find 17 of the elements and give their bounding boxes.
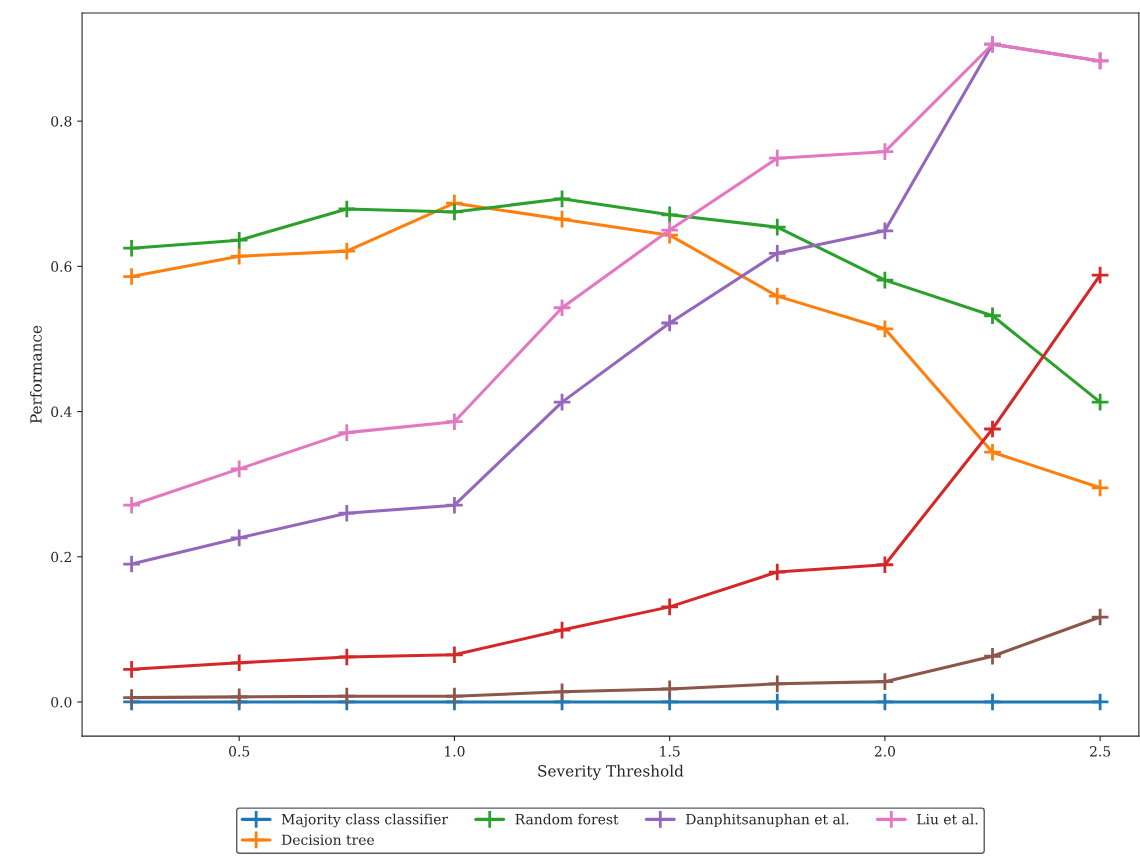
- legend-label: Danphitsanuphan et al.: [686, 813, 849, 828]
- y-tick-label: 0.6: [51, 261, 72, 272]
- x-tick-label: 1.5: [660, 746, 680, 757]
- legend-label: Liu et al.: [917, 813, 978, 825]
- y-tick-label: 0.0: [51, 696, 72, 708]
- x-tick-label: 2.0: [874, 746, 896, 757]
- legend-label: Majority class classifier: [281, 813, 449, 828]
- x-axis-title: Severity Threshold: [538, 764, 684, 780]
- y-tick-label: 0.4: [51, 406, 72, 418]
- y-tick-label: 0.2: [51, 551, 71, 563]
- x-tick-label: 1.0: [445, 746, 465, 757]
- y-axis-title: Performance: [29, 325, 42, 424]
- legend-label: Decision tree: [281, 834, 374, 846]
- y-tick-label: 0.8: [51, 116, 72, 127]
- legend-label: Random forest: [515, 813, 619, 825]
- x-tick-label: 0.5: [229, 746, 250, 757]
- x-tick-label: 2.5: [1090, 746, 1111, 757]
